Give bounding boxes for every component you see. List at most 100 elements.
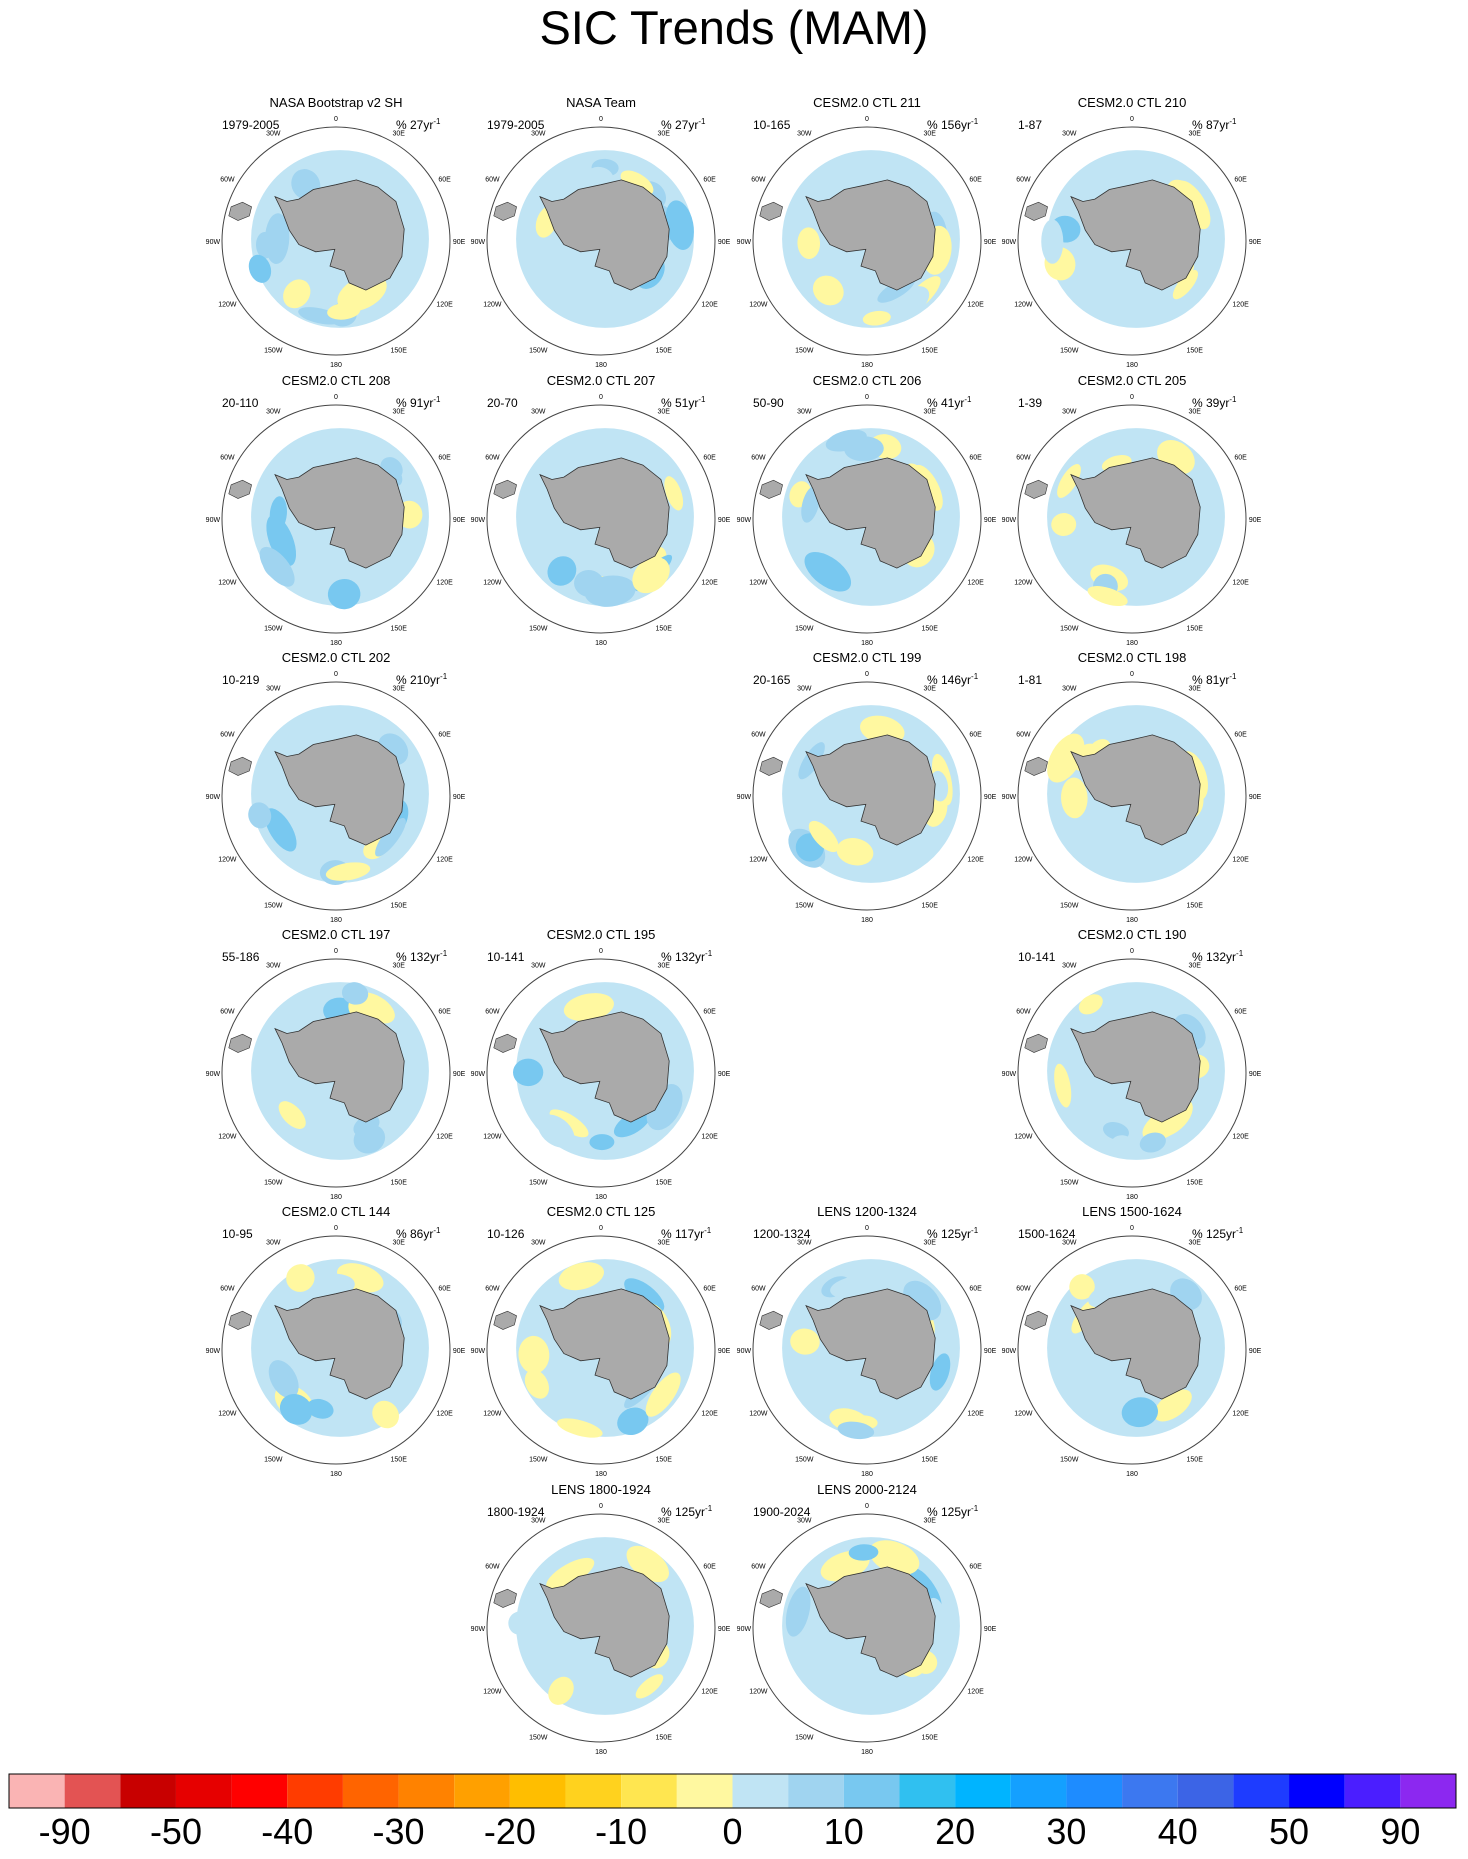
antarctica [1070, 179, 1201, 291]
map-panel: NASA Team 1979-2005 % 27yr-1 0 30E 60E 90E 120E… [471, 95, 731, 369]
lon-label: 90W [1002, 794, 1017, 801]
lon-label: 90W [1002, 517, 1017, 524]
lon-label: 0 [599, 394, 603, 401]
panel-period: 10-141 [1018, 950, 1056, 964]
lon-label: 0 [865, 1225, 869, 1232]
lon-label: 30E [923, 130, 936, 137]
lon-label: 60E [438, 1285, 451, 1292]
antarctica [539, 1288, 670, 1400]
lon-label: 150W [1060, 1180, 1079, 1187]
colorbar-box [843, 1774, 900, 1808]
panel-period: 20-70 [487, 396, 518, 410]
lon-label: 0 [334, 671, 338, 678]
lon-label: 60E [438, 1008, 451, 1015]
lon-label: 150W [1060, 903, 1079, 910]
sea-ice-patch [1121, 1397, 1159, 1428]
trend-text: % 117yr [661, 1227, 704, 1241]
lon-label: 60W [1016, 731, 1031, 738]
sea-ice-patch [548, 1676, 574, 1705]
lon-label: 60W [1016, 1285, 1031, 1292]
lon-label: 90E [1249, 239, 1262, 246]
south-america [759, 1310, 783, 1330]
lon-label: 60E [438, 176, 451, 183]
lon-label: 150W [529, 626, 548, 633]
sea-ice-patch [268, 1360, 299, 1399]
south-america [493, 1588, 517, 1608]
trend-sup: -1 [1236, 949, 1244, 958]
panel-trend: % 27yr-1 [661, 117, 706, 132]
lon-label: 150E [1187, 903, 1204, 910]
lon-label: 30W [797, 1517, 812, 1524]
lon-label: 60E [969, 176, 982, 183]
colorbar-box [1344, 1774, 1401, 1808]
lon-label: 60E [969, 731, 982, 738]
panel-trend: % 156yr-1 [927, 117, 979, 132]
lon-label: 120E [1232, 302, 1249, 309]
lon-label: 120W [218, 857, 237, 864]
lon-label: 120E [967, 857, 984, 864]
colorbar-label: -40 [261, 1811, 313, 1852]
lon-label: 150E [656, 1457, 673, 1464]
lon-label: 120E [967, 1411, 984, 1418]
colorbar-box [899, 1774, 956, 1808]
lon-label: 150E [656, 626, 673, 633]
antarctica [274, 179, 405, 291]
lon-label: 90W [206, 1348, 221, 1355]
map-panel: CESM2.0 CTL 199 20-165 % 146yr-1 0 30E 60E 90E… [737, 650, 997, 924]
colorbar-box [1010, 1774, 1067, 1808]
lon-label: 60W [220, 1008, 235, 1015]
lon-label: 180 [595, 362, 607, 369]
lon-label: 120E [1232, 857, 1249, 864]
trend-sup: -1 [1229, 117, 1237, 126]
trend-text: % 39yr [1192, 396, 1229, 410]
lon-label: 30W [531, 130, 546, 137]
antarctica [539, 179, 670, 291]
colorbar-box [676, 1774, 733, 1808]
lon-label: 150E [656, 348, 673, 355]
lon-label: 60W [485, 1563, 500, 1570]
lon-label: 30W [1062, 962, 1077, 969]
lon-label: 30W [531, 962, 546, 969]
lon-label: 180 [1126, 1471, 1138, 1478]
trend-text: % 132yr [1192, 950, 1236, 964]
sea-ice-patch [790, 1328, 820, 1355]
lon-label: 150E [1187, 1180, 1204, 1187]
panel-period: 50-90 [753, 396, 784, 410]
lon-label: 180 [1126, 362, 1138, 369]
lon-label: 120W [1014, 580, 1033, 587]
panel-period: 10-95 [222, 1227, 253, 1241]
antarctica [539, 457, 670, 569]
lon-label: 180 [861, 917, 873, 924]
sea-ice-patch [869, 1540, 920, 1575]
antarctica [539, 1566, 670, 1678]
map-panel: CESM2.0 CTL 190 10-141 % 132yr-1 0 30E 60E 90E… [1002, 927, 1262, 1201]
lon-label: 150W [529, 1735, 548, 1742]
antarctica [1070, 457, 1201, 569]
map-panel: CESM2.0 CTL 210 1-87 % 87yr-1 0 30E 60E 90E 120… [1002, 95, 1262, 369]
lon-label: 60E [703, 1563, 716, 1570]
map-panel: CESM2.0 CTL 208 20-110 % 91yr-1 0 30E 60E 90E 1… [206, 373, 466, 647]
sea-ice-patch [264, 808, 297, 852]
panel-trend: % 132yr-1 [1192, 949, 1244, 964]
lon-label: 30E [657, 130, 670, 137]
panel-period: 1-81 [1018, 673, 1042, 687]
map-panel: LENS 2000-2124 1900-2024 % 125yr-1 0 30E 60E 9… [737, 1482, 997, 1756]
map-panel: CESM2.0 CTL 202 10-219 % 210yr-1 0 30E 60E 90E… [206, 650, 466, 924]
lon-label: 120W [218, 580, 237, 587]
lon-label: 30W [1062, 408, 1077, 415]
colorbar-label: -20 [484, 1811, 536, 1852]
lon-label: 150E [391, 348, 408, 355]
lon-label: 90W [737, 517, 752, 524]
trend-sup: -1 [698, 117, 706, 126]
lon-label: 90W [206, 1071, 221, 1078]
sea-ice-patch [306, 1398, 334, 1419]
lon-label: 30E [1188, 130, 1201, 137]
lon-label: 30E [923, 685, 936, 692]
lon-label: 30E [657, 1239, 670, 1246]
lon-label: 30W [266, 408, 281, 415]
lon-label: 120E [701, 1689, 718, 1696]
lon-label: 90W [471, 239, 486, 246]
lon-label: 90W [1002, 239, 1017, 246]
lon-label: 30W [797, 685, 812, 692]
trend-sup: -1 [433, 395, 441, 404]
